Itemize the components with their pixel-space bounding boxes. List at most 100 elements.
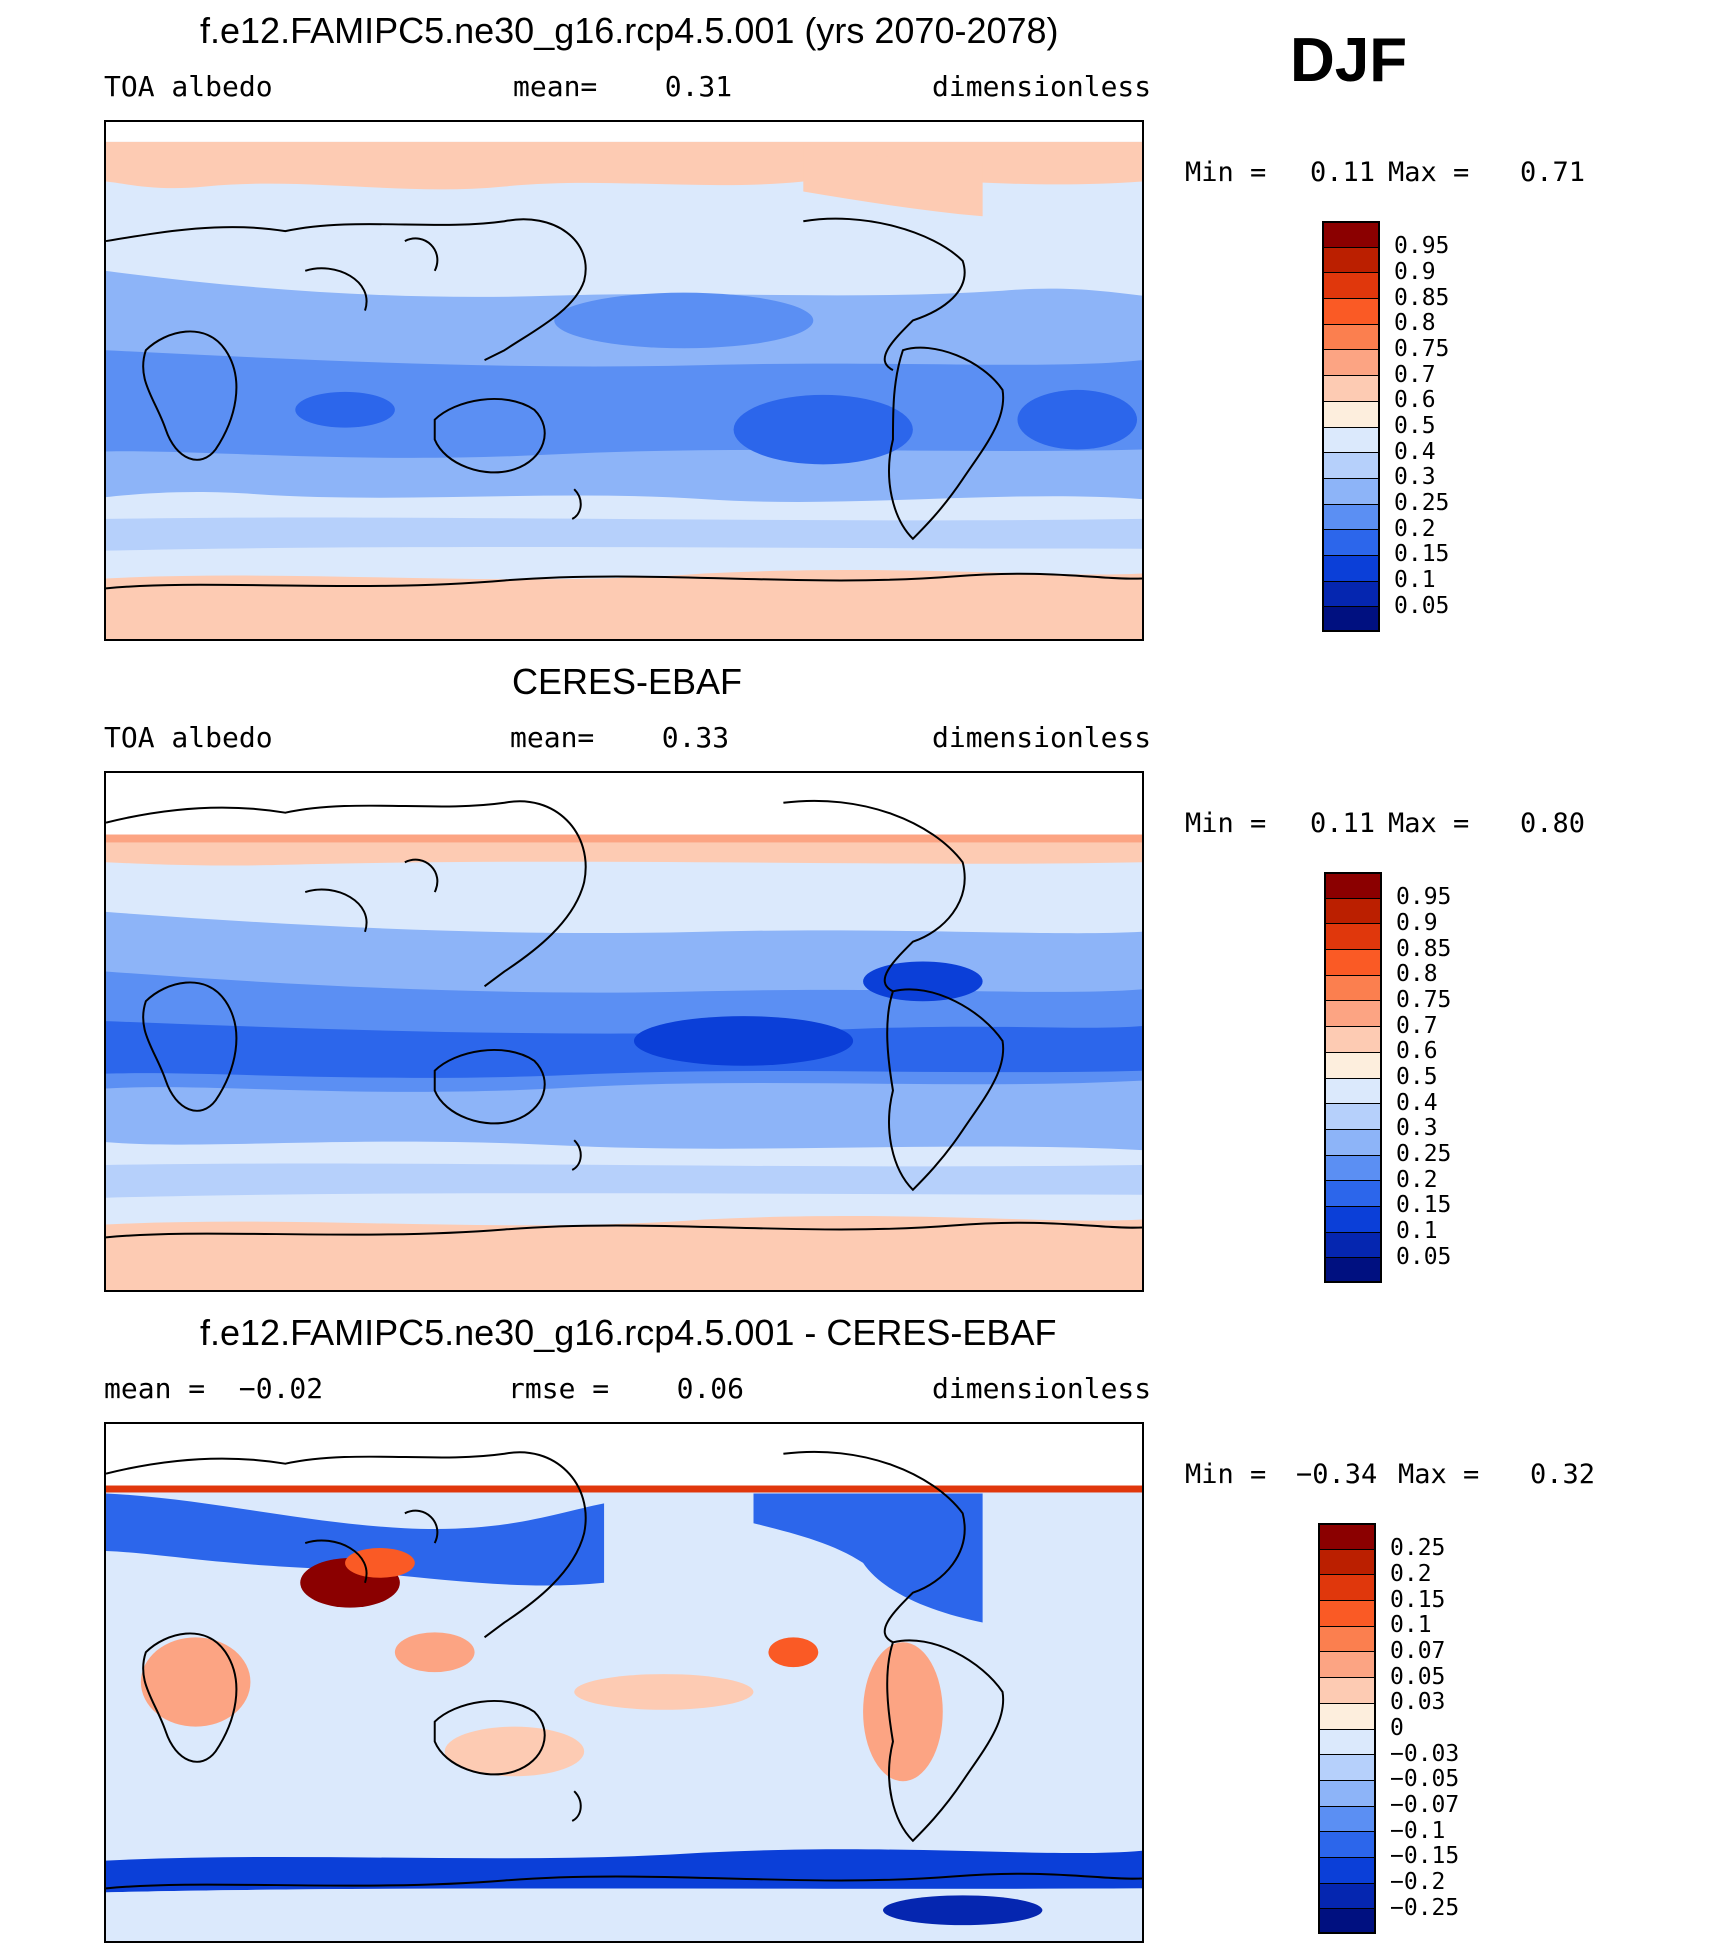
colorbar-swatch (1322, 477, 1380, 504)
colorbar-swatch (1324, 923, 1382, 950)
colorbar-tick-label: 0.5 (1396, 1064, 1438, 1090)
colorbar-tick-label: −0.25 (1390, 1894, 1460, 1921)
panel-3-min-value: −0.34 (1296, 1459, 1378, 1490)
colorbar-frame (1324, 872, 1382, 1283)
colorbar-swatch (1318, 1677, 1376, 1703)
colorbar-swatch (1322, 246, 1380, 273)
colorbar-swatch (1318, 1625, 1376, 1652)
colorbar-tick-label: 0.3 (1394, 464, 1436, 491)
colorbar-swatch (1324, 1257, 1382, 1283)
panel-1-min-label: Min = (1185, 157, 1267, 188)
colorbar-tick-label: 0.75 (1396, 986, 1452, 1013)
colorbar-tick-label: −0.07 (1390, 1792, 1460, 1819)
panel-2-title: CERES-EBAF (512, 661, 743, 702)
colorbar-tick-label: 0.9 (1394, 258, 1436, 285)
colorbar-swatch (1322, 503, 1380, 530)
colorbar-swatch (1324, 1180, 1382, 1206)
colorbar-tick-label: 0.1 (1396, 1218, 1438, 1245)
colorbar-tick-label: 0.2 (1396, 1166, 1438, 1193)
colorbar-swatch (1324, 1103, 1382, 1129)
colorbar-tick-label: 0.25 (1396, 1141, 1452, 1168)
colorbar-swatch (1322, 452, 1380, 478)
panel-1-max-label: Max = (1388, 157, 1470, 188)
colorbar-swatch (1322, 298, 1380, 324)
colorbar-tick-label: 0.8 (1396, 961, 1438, 988)
colorbar-swatch (1324, 1154, 1382, 1181)
colorbar-swatch (1318, 1882, 1376, 1909)
colorbar-tick-label: 0.6 (1394, 387, 1436, 414)
colorbar-swatch (1324, 1128, 1382, 1155)
colorbar-swatch (1322, 272, 1380, 299)
colorbar-frame (1322, 221, 1380, 632)
season-label: DJF (1290, 26, 1408, 95)
colorbar-swatch (1318, 1779, 1376, 1806)
panel-2-units-label: dimensionless (932, 721, 1152, 754)
panel-3-rmse-label: rmse = 0.06 (508, 1372, 745, 1405)
colorbar-tick-label: 0.7 (1396, 1012, 1438, 1039)
colorbar-tick-label: 0.15 (1394, 541, 1450, 568)
colorbar-swatch (1324, 1026, 1382, 1052)
colorbar-swatch (1324, 1077, 1382, 1104)
colorbar-tick-label: 0 (1390, 1715, 1404, 1741)
colorbar-tick-label: 0.85 (1394, 284, 1450, 311)
colorbar-swatch (1322, 580, 1380, 607)
colorbar-tick-label: 0.8 (1394, 310, 1436, 337)
colorbar-tick-label: 0.1 (1390, 1612, 1432, 1639)
colorbar-swatch (1322, 323, 1380, 350)
panel-1-map (104, 120, 1144, 641)
colorbar-tick-label: 0.75 (1394, 335, 1450, 362)
colorbar-swatch (1324, 1231, 1382, 1258)
colorbar-swatch (1324, 1000, 1382, 1027)
panel-2-min-value: 0.11 (1310, 808, 1376, 839)
colorbar-swatch (1324, 949, 1382, 975)
colorbar-tick-label: 0.3 (1396, 1115, 1438, 1142)
panel-2-mean-label: mean= 0.33 (510, 721, 730, 754)
panel-3-colorbar: 0.25 0.2 0.15 0.1 0.07 0.05 0.03 0 −0.03 −0.05 −0.… (1318, 1523, 1498, 1934)
colorbar-swatch (1318, 1702, 1376, 1729)
panel-2-max-label: Max = (1388, 808, 1470, 839)
colorbar-swatch (1324, 872, 1382, 898)
colorbar-swatch (1318, 1831, 1376, 1857)
panel-3-map (104, 1422, 1144, 1943)
panel-1-map-svg (106, 122, 1142, 639)
panel-2-colorbar: 0.95 0.9 0.85 0.8 0.75 0.7 0.6 0.5 0.4 0.3 0.25 0.2… (1324, 872, 1484, 1283)
colorbar-tick-label: 0.95 (1394, 233, 1450, 260)
panel-3-max-label: Max = (1398, 1459, 1480, 1490)
colorbar-tick-label: 0.5 (1394, 413, 1436, 439)
colorbar-tick-label: 0.4 (1394, 438, 1436, 465)
panel-1-title: f.e12.FAMIPC5.ne30_g16.rcp4.5.001 (yrs 2… (200, 10, 1059, 51)
colorbar-swatch (1322, 606, 1380, 632)
panel-2-max-value: 0.80 (1520, 808, 1586, 839)
colorbar-swatch (1318, 1728, 1376, 1755)
panel-3-max-value: 0.32 (1530, 1459, 1596, 1490)
colorbar-swatch (1318, 1574, 1376, 1601)
colorbar-swatch (1324, 1205, 1382, 1232)
colorbar-tick-label: 0.05 (1394, 592, 1450, 619)
colorbar-swatch (1318, 1908, 1376, 1934)
colorbar-swatch (1318, 1548, 1376, 1575)
colorbar-swatch (1318, 1856, 1376, 1883)
colorbar-tick-label: −0.03 (1390, 1740, 1460, 1767)
colorbar-tick-label: 0.03 (1390, 1689, 1446, 1716)
colorbar-tick-label: 0.05 (1390, 1663, 1446, 1690)
colorbar-tick-label: 0.1 (1394, 567, 1436, 594)
colorbar-swatch (1318, 1523, 1376, 1549)
panel-3-mean-label: mean = −0.02 (104, 1372, 324, 1405)
colorbar-tick-label: 0.15 (1390, 1586, 1446, 1613)
colorbar-swatch (1322, 529, 1380, 555)
colorbar-tick-label: 0.15 (1396, 1192, 1452, 1219)
panel-1-mean-label: mean= 0.31 (513, 70, 733, 103)
colorbar-swatch (1318, 1754, 1376, 1780)
colorbar-tick-label: 0.6 (1396, 1038, 1438, 1065)
colorbar-tick-label: 0.25 (1390, 1535, 1446, 1562)
panel-3-min-label: Min = (1185, 1459, 1267, 1490)
panel-2-variable-label: TOA albedo (104, 721, 273, 754)
colorbar-swatch (1322, 349, 1380, 376)
colorbar-tick-label: −0.1 (1390, 1817, 1446, 1844)
colorbar-swatch (1322, 426, 1380, 453)
panel-3-title: f.e12.FAMIPC5.ne30_g16.rcp4.5.001 - CERE… (200, 1312, 1057, 1353)
colorbar-swatch (1318, 1805, 1376, 1832)
colorbar-tick-label: 0.25 (1394, 490, 1450, 517)
colorbar-tick-label: 0.7 (1394, 361, 1436, 388)
colorbar-tick-label: −0.2 (1390, 1869, 1446, 1896)
